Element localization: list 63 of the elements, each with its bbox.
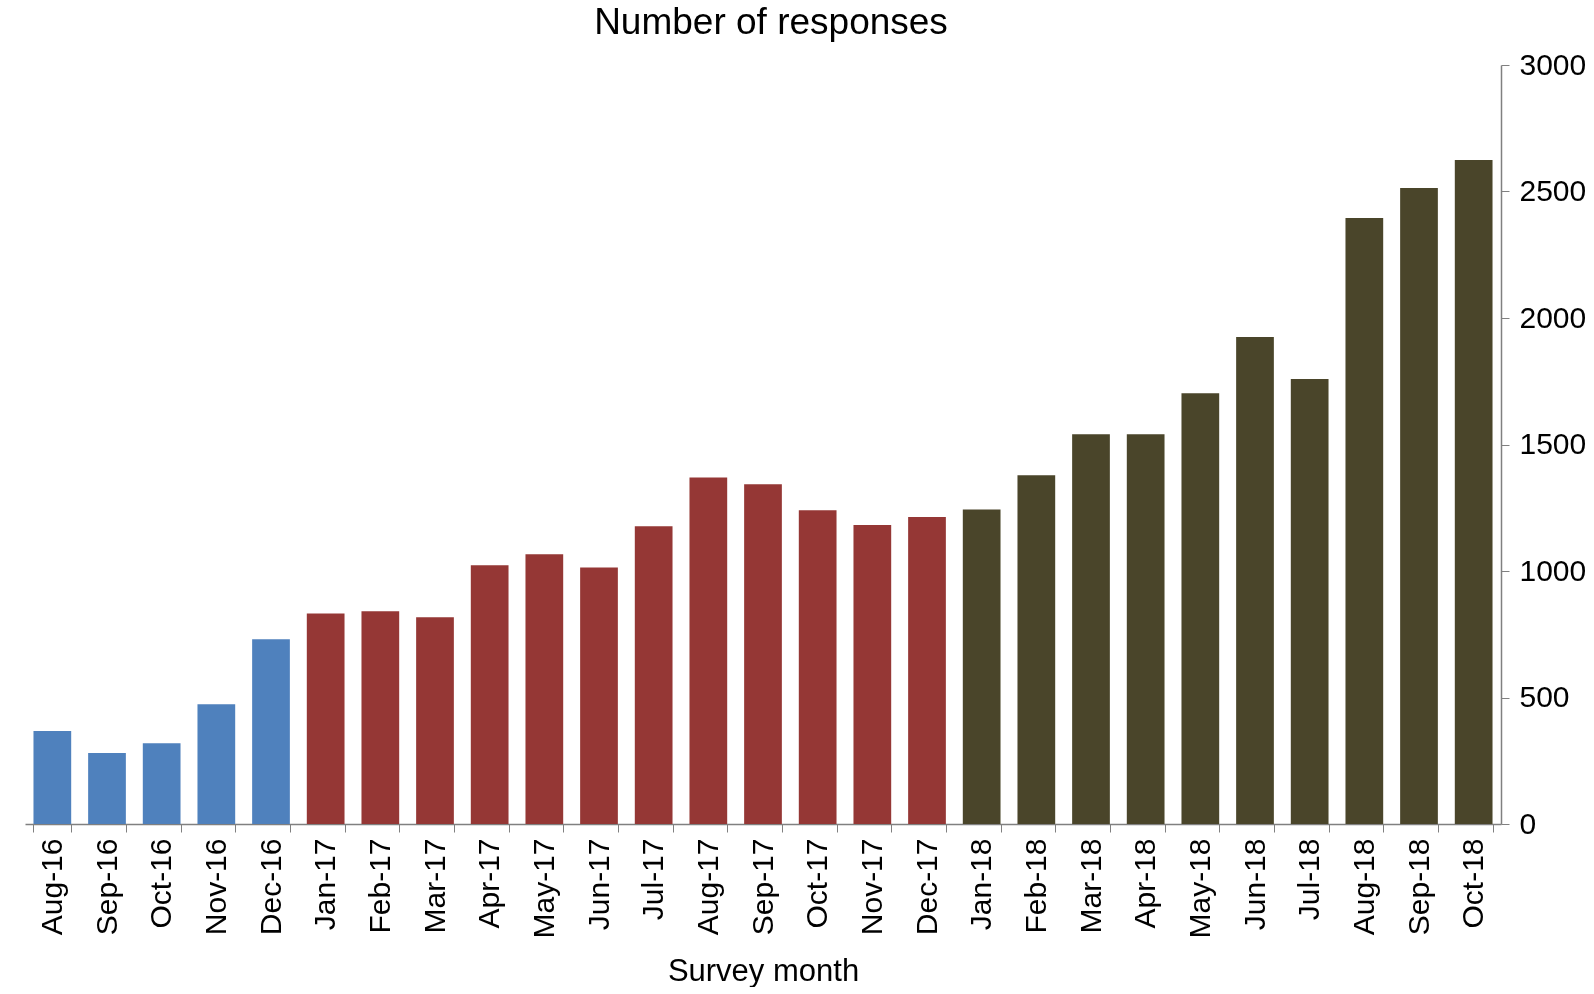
x-tick-label: Jun-18 bbox=[1237, 838, 1271, 931]
bar bbox=[798, 510, 837, 824]
x-tick-label: Nov-16 bbox=[198, 838, 232, 936]
bar bbox=[252, 639, 290, 824]
x-tick-label: Jul-18 bbox=[1292, 838, 1326, 921]
bar bbox=[88, 752, 126, 824]
bar bbox=[1017, 475, 1056, 824]
x-tick-label: Jan-18 bbox=[964, 838, 998, 931]
x-tick-label: Sep-18 bbox=[1401, 838, 1435, 936]
bar bbox=[962, 509, 1001, 824]
y-tick-label: 1500 bbox=[1519, 427, 1587, 460]
x-tick-label: Feb-17 bbox=[362, 838, 396, 934]
bar bbox=[1345, 218, 1384, 824]
bar bbox=[634, 526, 673, 824]
y-tick-label: 2000 bbox=[1519, 300, 1587, 334]
x-tick-label: Jul-17 bbox=[636, 838, 670, 921]
x-tick-label: Dec-17 bbox=[909, 838, 943, 936]
x-tick-label: Jan-17 bbox=[308, 838, 342, 931]
x-axis-title: Survey month bbox=[667, 952, 860, 988]
bar bbox=[142, 743, 181, 824]
x-tick-label: Mar-17 bbox=[417, 838, 451, 934]
bar bbox=[416, 617, 454, 824]
x-tick-label: Aug-16 bbox=[34, 838, 68, 936]
y-tick-label: 1000 bbox=[1519, 553, 1587, 587]
x-tick-label: Feb-18 bbox=[1018, 838, 1052, 934]
bar bbox=[1072, 434, 1110, 824]
bar bbox=[361, 611, 400, 824]
x-tick-label: Nov-17 bbox=[854, 838, 888, 936]
y-tick-label: 2500 bbox=[1519, 174, 1587, 207]
x-tick-label: Apr-18 bbox=[1128, 838, 1162, 929]
bar bbox=[1126, 434, 1165, 824]
x-tick-label: Aug-18 bbox=[1346, 838, 1380, 936]
bar bbox=[1236, 336, 1274, 824]
bar bbox=[1454, 159, 1493, 824]
chart-title: Number of responses bbox=[594, 1, 948, 42]
bar bbox=[525, 554, 564, 824]
bar bbox=[470, 565, 509, 824]
bar bbox=[744, 484, 782, 824]
x-tick-label: May-18 bbox=[1182, 838, 1216, 939]
bar bbox=[1400, 187, 1438, 824]
bar bbox=[689, 477, 728, 824]
y-tick-label: 500 bbox=[1519, 680, 1570, 713]
x-tick-label: May-17 bbox=[526, 838, 560, 939]
x-tick-label: Oct-16 bbox=[144, 838, 178, 929]
y-tick-label: 3000 bbox=[1519, 47, 1587, 81]
x-tick-label: Aug-17 bbox=[690, 838, 724, 936]
bar bbox=[1181, 393, 1220, 824]
bar bbox=[1290, 378, 1329, 824]
x-tick-label: Sep-16 bbox=[89, 838, 123, 936]
bar bbox=[853, 524, 892, 824]
bar bbox=[306, 613, 345, 824]
y-tick-label: 0 bbox=[1519, 806, 1537, 840]
x-tick-label: Oct-18 bbox=[1456, 838, 1490, 929]
x-tick-label: Oct-17 bbox=[800, 838, 834, 929]
bar bbox=[33, 730, 72, 824]
x-tick-label: Apr-17 bbox=[472, 838, 506, 929]
bar bbox=[197, 704, 236, 824]
bar bbox=[908, 517, 946, 824]
x-tick-label: Sep-17 bbox=[745, 838, 779, 936]
x-tick-label: Jun-17 bbox=[581, 838, 615, 931]
x-tick-label: Mar-18 bbox=[1073, 838, 1107, 934]
x-tick-label: Dec-16 bbox=[253, 838, 287, 936]
bar bbox=[580, 567, 618, 824]
